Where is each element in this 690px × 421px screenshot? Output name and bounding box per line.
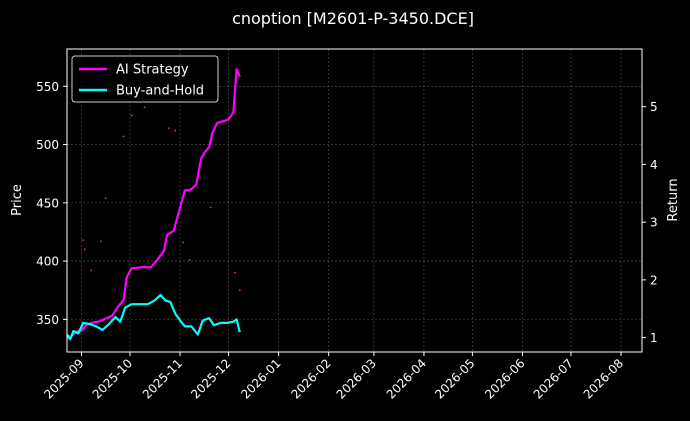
legend-label-buy-and-hold: Buy-and-Hold [116, 84, 204, 99]
scatter-point-14 [238, 289, 241, 292]
scatter-point-13 [234, 271, 236, 274]
scatter-point-1 [83, 248, 86, 251]
y-tick-label-right-3: 4 [650, 158, 658, 172]
y-tick-label-left-4: 550 [36, 80, 59, 94]
scatter-point-9 [174, 129, 177, 132]
plot-area-frame [66, 48, 643, 353]
y-tick-label-left-1: 400 [36, 255, 59, 269]
legend-box [71, 55, 219, 103]
y-axis-label-right: Return [666, 178, 681, 221]
scatter-point-0 [82, 239, 85, 242]
grid [67, 49, 642, 352]
y-tick-label-left-3: 500 [36, 138, 59, 152]
scatter-point-11 [188, 259, 191, 261]
legend-label-ai-strategy: AI Strategy [116, 63, 189, 78]
scatter-point-10 [182, 241, 185, 244]
series-line-buy-and-hold [66, 293, 241, 341]
scatter-point-7 [143, 106, 146, 109]
y-tick-label-right-0: 1 [650, 331, 658, 345]
scatter-point-2 [90, 269, 93, 272]
y-tick-label-right-1: 2 [650, 273, 658, 287]
y-tick-label-left-2: 450 [36, 196, 59, 210]
scatter-markers [82, 106, 241, 292]
series-lines [66, 68, 241, 341]
y-tick-label-right-2: 3 [650, 216, 658, 230]
series-line-ai-strategy [66, 68, 241, 339]
scatter-point-4 [104, 197, 107, 200]
y-tick-label-left-0: 350 [36, 313, 59, 327]
scatter-point-3 [100, 240, 102, 243]
scatter-point-5 [122, 135, 125, 138]
y-axis-label-left: Price [10, 184, 25, 216]
legend: AI Strategy Buy-and-Hold [71, 55, 219, 103]
scatter-point-8 [167, 127, 170, 130]
scatter-point-12 [209, 206, 212, 209]
y-tick-label-right-4: 5 [650, 100, 658, 114]
scatter-point-6 [130, 114, 133, 117]
chart-title: cnoption [M2601-P-3450.DCE] [232, 9, 474, 28]
